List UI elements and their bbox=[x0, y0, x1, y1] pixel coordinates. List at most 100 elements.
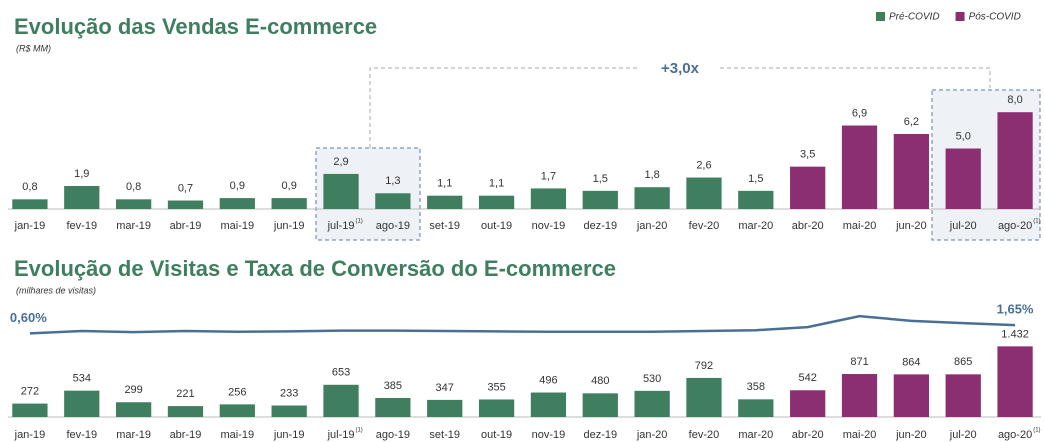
x-tick-label: jan-19 bbox=[14, 429, 46, 441]
chart-subtitle: (R$ MM) bbox=[16, 43, 51, 53]
bar bbox=[841, 374, 878, 417]
value-label: 864 bbox=[902, 356, 920, 368]
bar bbox=[634, 390, 670, 417]
x-tick-label: ago-20 bbox=[998, 429, 1032, 441]
x-tick-label: ago-20 bbox=[998, 220, 1032, 232]
bar bbox=[945, 148, 981, 209]
x-tick-label: mar-20 bbox=[738, 429, 773, 441]
x-tick-label: abr-19 bbox=[170, 429, 202, 441]
x-tick-label: jan-20 bbox=[636, 220, 668, 232]
value-label: 385 bbox=[384, 380, 402, 392]
line-label: 1,65% bbox=[997, 302, 1034, 317]
bar bbox=[634, 187, 670, 209]
x-tick-label: out-19 bbox=[481, 429, 512, 441]
value-label: 653 bbox=[332, 367, 350, 379]
bar bbox=[582, 393, 618, 417]
value-label: 1,7 bbox=[541, 170, 556, 182]
x-tick-label: mai-19 bbox=[221, 429, 255, 441]
value-label: 871 bbox=[850, 356, 868, 368]
value-label: 0,8 bbox=[126, 181, 141, 193]
value-label: 496 bbox=[539, 374, 557, 386]
bar bbox=[841, 125, 878, 209]
x-tick-label: jan-20 bbox=[636, 429, 668, 441]
legend-label: Pré-COVID bbox=[889, 12, 940, 23]
x-tick-label: out-19 bbox=[481, 220, 512, 232]
x-tick-label: jun-20 bbox=[895, 429, 927, 441]
bar bbox=[893, 374, 930, 417]
bar bbox=[530, 392, 567, 417]
legend-swatch bbox=[955, 12, 965, 21]
bracket bbox=[369, 67, 640, 148]
x-tick-label: ago-19 bbox=[376, 220, 410, 232]
x-tick-label: mai-20 bbox=[843, 429, 877, 441]
x-tick-label: jun-20 bbox=[895, 220, 927, 232]
x-tick-label: jul-19 bbox=[327, 429, 355, 441]
value-label: 530 bbox=[643, 373, 661, 385]
value-label: 355 bbox=[487, 381, 505, 393]
value-label: 272 bbox=[21, 385, 39, 397]
value-label: 256 bbox=[228, 386, 246, 398]
bracket bbox=[720, 67, 991, 88]
bar bbox=[478, 195, 515, 209]
x-tick-label: abr-19 bbox=[170, 220, 202, 232]
bar bbox=[945, 374, 981, 417]
x-tick-label: fev-20 bbox=[689, 220, 720, 232]
bar bbox=[790, 166, 826, 209]
bar bbox=[115, 402, 152, 417]
value-label: 865 bbox=[954, 356, 972, 368]
bar bbox=[375, 398, 411, 417]
value-label: 358 bbox=[747, 381, 765, 393]
value-label: 1,5 bbox=[748, 173, 763, 185]
bar bbox=[790, 390, 826, 417]
line-label: 0,60% bbox=[10, 310, 47, 325]
x-tick-label: nov-19 bbox=[532, 220, 566, 232]
bar bbox=[115, 199, 152, 209]
legend-swatch bbox=[876, 12, 885, 21]
bar bbox=[64, 186, 100, 209]
value-label: 5,0 bbox=[956, 130, 971, 142]
value-label: 6,9 bbox=[852, 107, 867, 119]
x-tick-label: set-19 bbox=[429, 220, 460, 232]
value-label: 1,1 bbox=[489, 178, 504, 190]
annotation: +3,0x bbox=[661, 60, 700, 77]
x-tick-label: abr-20 bbox=[792, 220, 824, 232]
x-tick-label: abr-20 bbox=[792, 429, 824, 441]
x-tick-label: mai-19 bbox=[221, 220, 255, 232]
value-label: 2,9 bbox=[333, 156, 348, 168]
bar bbox=[582, 190, 618, 209]
bar bbox=[893, 133, 930, 209]
value-label: 480 bbox=[591, 375, 609, 387]
bar bbox=[219, 198, 255, 209]
value-label: 2,6 bbox=[696, 159, 711, 171]
bar bbox=[323, 173, 359, 209]
value-label: 1,3 bbox=[385, 175, 400, 187]
value-label: 233 bbox=[280, 387, 298, 399]
bar bbox=[530, 188, 567, 209]
value-label: 1,9 bbox=[74, 168, 89, 180]
x-tick-label: ago-19 bbox=[376, 429, 410, 441]
x-tick-label: mar-20 bbox=[738, 220, 773, 232]
value-label: 0,9 bbox=[230, 180, 245, 192]
value-label: 534 bbox=[73, 373, 91, 385]
value-label: 299 bbox=[124, 384, 142, 396]
bar bbox=[375, 193, 411, 209]
bar bbox=[219, 404, 255, 417]
bar bbox=[167, 200, 204, 209]
chart-title: Evolução das Vendas E-commerce bbox=[14, 14, 377, 39]
bar bbox=[64, 390, 100, 417]
footnote-mark: (1) bbox=[355, 219, 362, 225]
x-tick-label: jul-20 bbox=[949, 220, 977, 232]
bar bbox=[427, 195, 463, 209]
value-label: 6,2 bbox=[904, 116, 919, 128]
bar bbox=[12, 199, 48, 209]
value-label: 542 bbox=[798, 372, 816, 384]
value-label: 347 bbox=[436, 382, 454, 394]
value-label: 0,8 bbox=[22, 181, 37, 193]
value-label: 792 bbox=[695, 360, 713, 372]
x-tick-label: nov-19 bbox=[532, 429, 566, 441]
x-tick-label: jun-19 bbox=[273, 429, 305, 441]
x-tick-label: jul-20 bbox=[949, 429, 977, 441]
bar bbox=[997, 346, 1033, 417]
value-label: 3,5 bbox=[800, 149, 815, 161]
